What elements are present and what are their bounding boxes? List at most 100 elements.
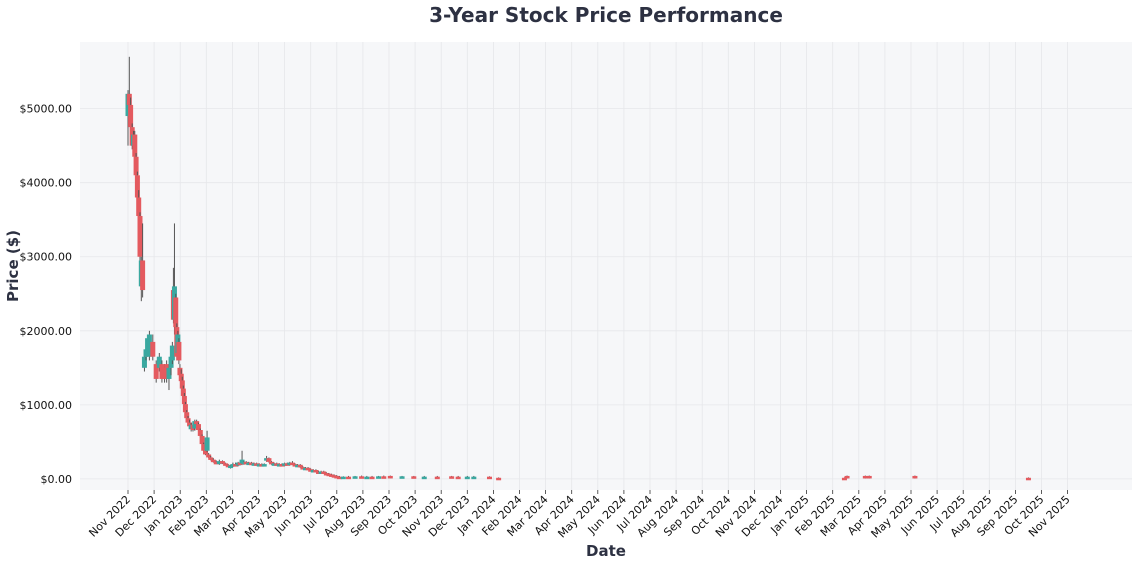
candle-body-up [169, 345, 175, 361]
candle-body-down [862, 475, 868, 479]
candle [153, 360, 159, 383]
y-tick-label: $0.00 [41, 473, 73, 486]
candle-body-down [184, 412, 190, 419]
candle [334, 475, 340, 479]
candle-body-down [496, 477, 502, 481]
candle-body-up [192, 421, 198, 429]
candle [449, 475, 455, 479]
candle-body-up [256, 464, 262, 467]
candle-body-down [243, 461, 249, 465]
candle [210, 458, 216, 463]
candle [331, 474, 337, 478]
candle [364, 475, 370, 480]
candle-body-down [321, 471, 327, 474]
candle [292, 463, 298, 467]
candle [289, 461, 295, 466]
candle-body-down [326, 473, 332, 477]
candle [844, 475, 850, 479]
candle-body-down [455, 476, 461, 480]
candle [248, 461, 254, 466]
candle-body-up [352, 476, 358, 479]
candle-body-down [179, 380, 185, 389]
candle-body-up [204, 437, 210, 451]
candle [284, 462, 290, 466]
candle-body-down [313, 470, 319, 473]
candle-body-down [331, 475, 337, 478]
candle [302, 467, 308, 471]
candle-body-down [434, 476, 440, 480]
candle-body-down [133, 156, 139, 176]
candle-body-up [146, 334, 152, 357]
candle-body-down [219, 461, 225, 464]
candle [486, 476, 492, 480]
y-axis-title: Price ($) [4, 230, 22, 302]
candle-body-down [248, 462, 254, 466]
candle-body-down [199, 435, 205, 445]
candle [243, 461, 249, 465]
candle [300, 466, 306, 470]
candle-body-down [316, 471, 322, 474]
candle-body-down [208, 457, 214, 460]
candle-body-down [305, 467, 311, 471]
candle-body-down [289, 462, 295, 466]
candle-body-up [376, 476, 382, 479]
candle [256, 463, 262, 467]
candle-body-up [340, 476, 346, 480]
candle [411, 475, 417, 479]
candle-body-down [128, 104, 134, 128]
candle [233, 462, 239, 467]
candle [464, 475, 470, 480]
y-tick-label: $1000.00 [20, 399, 73, 412]
candle [376, 475, 382, 479]
candle-body-up [246, 462, 252, 466]
candle [287, 461, 293, 466]
candle-body-up [166, 367, 172, 379]
candle-body-down [194, 421, 200, 425]
candle-body-up [318, 471, 324, 474]
candle-body-down [181, 395, 187, 405]
candle [862, 475, 868, 479]
x-axis-title: Date [586, 542, 626, 560]
candle [340, 476, 346, 480]
chart-title: 3-Year Stock Price Performance [429, 3, 783, 27]
candle-body-down [486, 476, 492, 480]
candle-body-down [213, 461, 219, 465]
candle [128, 97, 134, 131]
candle-body-down [187, 422, 193, 427]
candle [866, 475, 872, 479]
candle-body-down [180, 388, 186, 396]
candle [359, 475, 365, 479]
candle-body-down [173, 297, 179, 328]
candle-body-up [464, 476, 470, 480]
candle-body-down [134, 175, 140, 198]
candle [329, 473, 335, 477]
candle [321, 470, 327, 474]
candle-body-down [387, 475, 393, 479]
candle-body-down [185, 418, 191, 423]
y-tick-label: $3000.00 [20, 251, 73, 264]
candle [399, 475, 405, 479]
candle [305, 467, 311, 471]
y-tick-label: $5000.00 [20, 103, 73, 116]
candle [140, 223, 146, 298]
candle [1025, 477, 1031, 481]
candle [279, 463, 285, 467]
candle-body-up [471, 476, 477, 480]
candle-body-down [254, 463, 260, 466]
candle-body-down [233, 464, 239, 467]
candle [230, 462, 236, 468]
candle [176, 338, 182, 365]
candle [336, 475, 342, 480]
candle-body-up [251, 463, 257, 466]
candle-body-up [156, 356, 162, 368]
candle [295, 464, 301, 468]
candle-body-down [912, 475, 918, 479]
candle-body-down [150, 341, 156, 357]
candle-body-up [276, 464, 282, 467]
candle [213, 460, 219, 465]
candle-body-down [153, 364, 159, 379]
candle [269, 461, 275, 465]
candle-body-down [140, 260, 146, 291]
candle-body-down [177, 367, 183, 376]
